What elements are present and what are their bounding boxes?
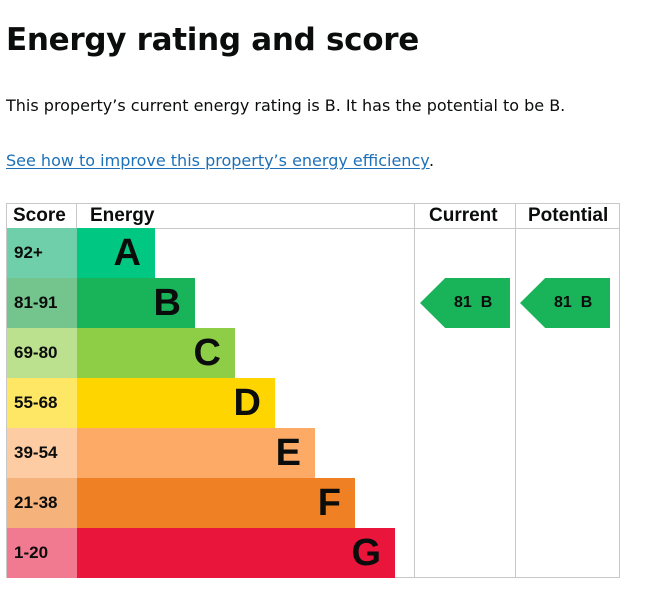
band-bar-f: F [77, 478, 355, 528]
band-bar-b: B [77, 278, 195, 328]
header-divider [6, 228, 620, 229]
page-title: Energy rating and score [6, 22, 419, 58]
current-letter: B [480, 294, 493, 311]
rating-summary: This property’s current energy rating is… [6, 96, 566, 115]
current-score: 81 [454, 294, 472, 311]
potential-score: 81 [554, 294, 572, 311]
energy-rating-header: Energy rating [90, 205, 155, 251]
potential-column-divider [515, 203, 516, 578]
band-bar-a: A [77, 228, 155, 278]
band-bar-g: G [77, 528, 395, 578]
current-column-divider [414, 203, 415, 578]
band-score-e: 39-54 [7, 428, 77, 478]
potential-letter: B [580, 294, 593, 311]
improve-efficiency-link[interactable]: See how to improve this property’s energ… [6, 151, 430, 170]
band-bar-c: C [77, 328, 235, 378]
band-score-c: 69-80 [7, 328, 77, 378]
band-score-d: 55-68 [7, 378, 77, 428]
link-full-stop: . [429, 151, 435, 170]
band-score-a: 92+ [7, 228, 77, 278]
band-bar-d: D [77, 378, 275, 428]
potential-header: Potential [528, 205, 609, 226]
band-score-f: 21-38 [7, 478, 77, 528]
band-score-b: 81-91 [7, 278, 77, 328]
score-header: Score [13, 205, 66, 226]
band-bar-e: E [77, 428, 315, 478]
band-score-g: 1-20 [7, 528, 77, 578]
current-header: Current [429, 205, 498, 226]
